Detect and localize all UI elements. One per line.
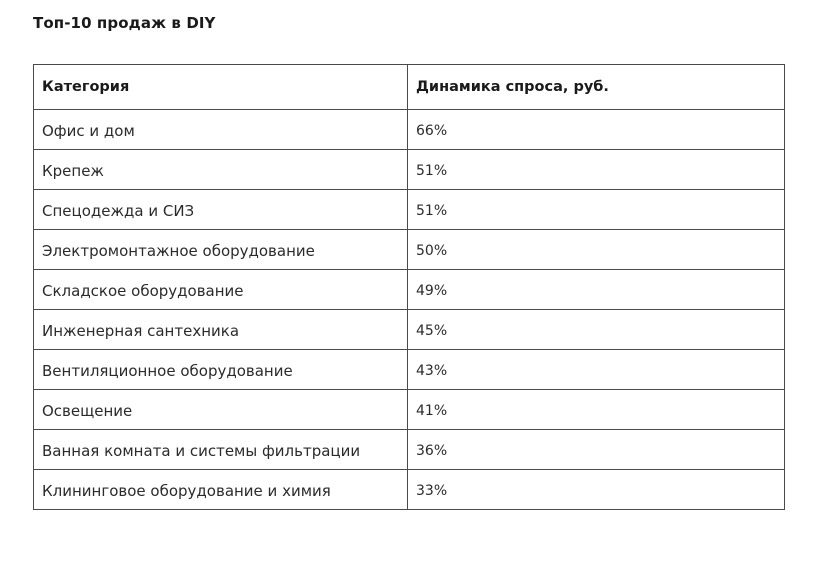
demand-cell: 36%: [407, 429, 785, 470]
demand-cell: 51%: [407, 189, 785, 230]
category-cell: Крепеж: [33, 149, 408, 190]
table-header-row: Категория Динамика спроса, руб.: [33, 64, 785, 110]
category-cell: Инженерная сантехника: [33, 309, 408, 350]
table-row: Офис и дом 66%: [33, 109, 785, 150]
column-header-demand: Динамика спроса, руб.: [407, 64, 785, 110]
category-cell: Электромонтажное оборудование: [33, 229, 408, 270]
demand-cell: 45%: [407, 309, 785, 350]
demand-cell: 41%: [407, 389, 785, 430]
table-row: Клининговое оборудование и химия 33%: [33, 469, 785, 510]
category-cell: Складское оборудование: [33, 269, 408, 310]
table-row: Электромонтажное оборудование 50%: [33, 229, 785, 270]
category-cell: Освещение: [33, 389, 408, 430]
table-row: Вентиляционное оборудование 43%: [33, 349, 785, 390]
demand-cell: 51%: [407, 149, 785, 190]
category-cell: Спецодежда и СИЗ: [33, 189, 408, 230]
demand-cell: 50%: [407, 229, 785, 270]
demand-cell: 66%: [407, 109, 785, 150]
category-cell: Клининговое оборудование и химия: [33, 469, 408, 510]
table-row: Складское оборудование 49%: [33, 269, 785, 310]
column-header-category: Категория: [33, 64, 408, 110]
table-row: Инженерная сантехника 45%: [33, 309, 785, 350]
category-cell: Офис и дом: [33, 109, 408, 150]
demand-cell: 43%: [407, 349, 785, 390]
demand-cell: 33%: [407, 469, 785, 510]
category-cell: Ванная комната и системы фильтрации: [33, 429, 408, 470]
table-row: Ванная комната и системы фильтрации 36%: [33, 429, 785, 470]
page-title: Топ-10 продаж в DIY: [33, 14, 216, 32]
sales-table: Категория Динамика спроса, руб. Офис и д…: [33, 64, 785, 510]
category-cell: Вентиляционное оборудование: [33, 349, 408, 390]
table-row: Крепеж 51%: [33, 149, 785, 190]
table-row: Освещение 41%: [33, 389, 785, 430]
demand-cell: 49%: [407, 269, 785, 310]
table-row: Спецодежда и СИЗ 51%: [33, 189, 785, 230]
